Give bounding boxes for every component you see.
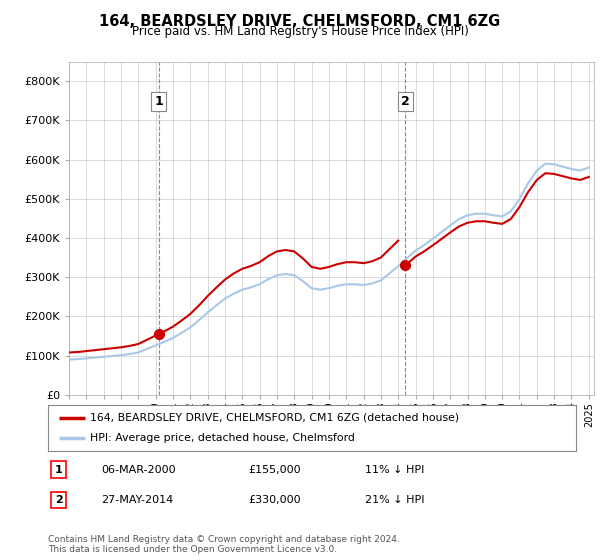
- Text: 1: 1: [55, 465, 62, 475]
- Text: 1: 1: [154, 95, 163, 108]
- Text: HPI: Average price, detached house, Chelmsford: HPI: Average price, detached house, Chel…: [90, 433, 355, 443]
- Text: £330,000: £330,000: [248, 495, 301, 505]
- Text: Contains HM Land Registry data © Crown copyright and database right 2024.
This d: Contains HM Land Registry data © Crown c…: [48, 535, 400, 554]
- Text: 21% ↓ HPI: 21% ↓ HPI: [365, 495, 424, 505]
- Text: 27-MAY-2014: 27-MAY-2014: [101, 495, 173, 505]
- Text: £155,000: £155,000: [248, 465, 301, 475]
- Text: 2: 2: [401, 95, 410, 108]
- Text: 2: 2: [55, 495, 62, 505]
- Text: 06-MAR-2000: 06-MAR-2000: [101, 465, 175, 475]
- Text: 164, BEARDSLEY DRIVE, CHELMSFORD, CM1 6ZG (detached house): 164, BEARDSLEY DRIVE, CHELMSFORD, CM1 6Z…: [90, 413, 460, 423]
- Text: 11% ↓ HPI: 11% ↓ HPI: [365, 465, 424, 475]
- Text: 164, BEARDSLEY DRIVE, CHELMSFORD, CM1 6ZG: 164, BEARDSLEY DRIVE, CHELMSFORD, CM1 6Z…: [100, 14, 500, 29]
- Text: Price paid vs. HM Land Registry's House Price Index (HPI): Price paid vs. HM Land Registry's House …: [131, 25, 469, 39]
